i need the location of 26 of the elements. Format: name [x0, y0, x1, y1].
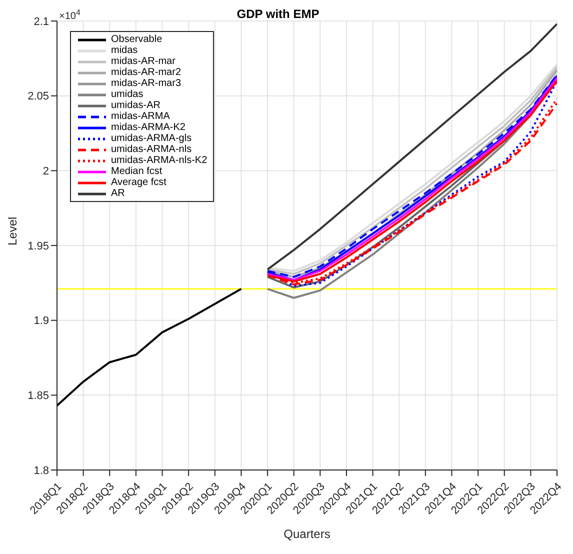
- y-tick-label: 1.9: [34, 315, 49, 328]
- legend-label: Average fcst: [111, 177, 166, 188]
- annotation: ×10$^{4}$: [59, 8, 81, 22]
- x-axis-title: Quarters: [284, 527, 330, 541]
- legend-label: midas-AR-mar2: [111, 67, 182, 78]
- legend-label: midas-ARMA: [111, 111, 170, 122]
- legend-label: umidas-ARMA-gls: [111, 133, 192, 144]
- chart-title: GDP with EMP: [236, 7, 320, 21]
- y-tick-label: 1.8: [34, 464, 49, 477]
- y-tick-label: 2: [42, 166, 49, 178]
- y-tick-label: 1.85: [28, 390, 49, 402]
- y-axis-title: Level: [5, 216, 20, 246]
- y-tick-label: 2.05: [28, 90, 49, 103]
- legend-label: midas-ARMA-K2: [111, 122, 186, 133]
- legend-label: umidas-AR: [111, 100, 160, 111]
- legend-label: umidas-ARMA-nls: [111, 144, 192, 155]
- y-tick-label: 2.1: [34, 16, 49, 28]
- legend-label: umidas-ARMA-nls-K2: [111, 155, 208, 166]
- legend-label: midas-AR-mar3: [111, 78, 182, 89]
- legend-label: Median fcst: [111, 166, 162, 177]
- legend-label: midas-AR-mar: [111, 56, 176, 67]
- y-tick-label: 1.95: [28, 240, 49, 252]
- legend-label: umidas: [111, 89, 144, 100]
- legend-label: Observable: [111, 34, 162, 45]
- legend-label: midas: [111, 45, 138, 56]
- legend-label: AR: [111, 188, 125, 199]
